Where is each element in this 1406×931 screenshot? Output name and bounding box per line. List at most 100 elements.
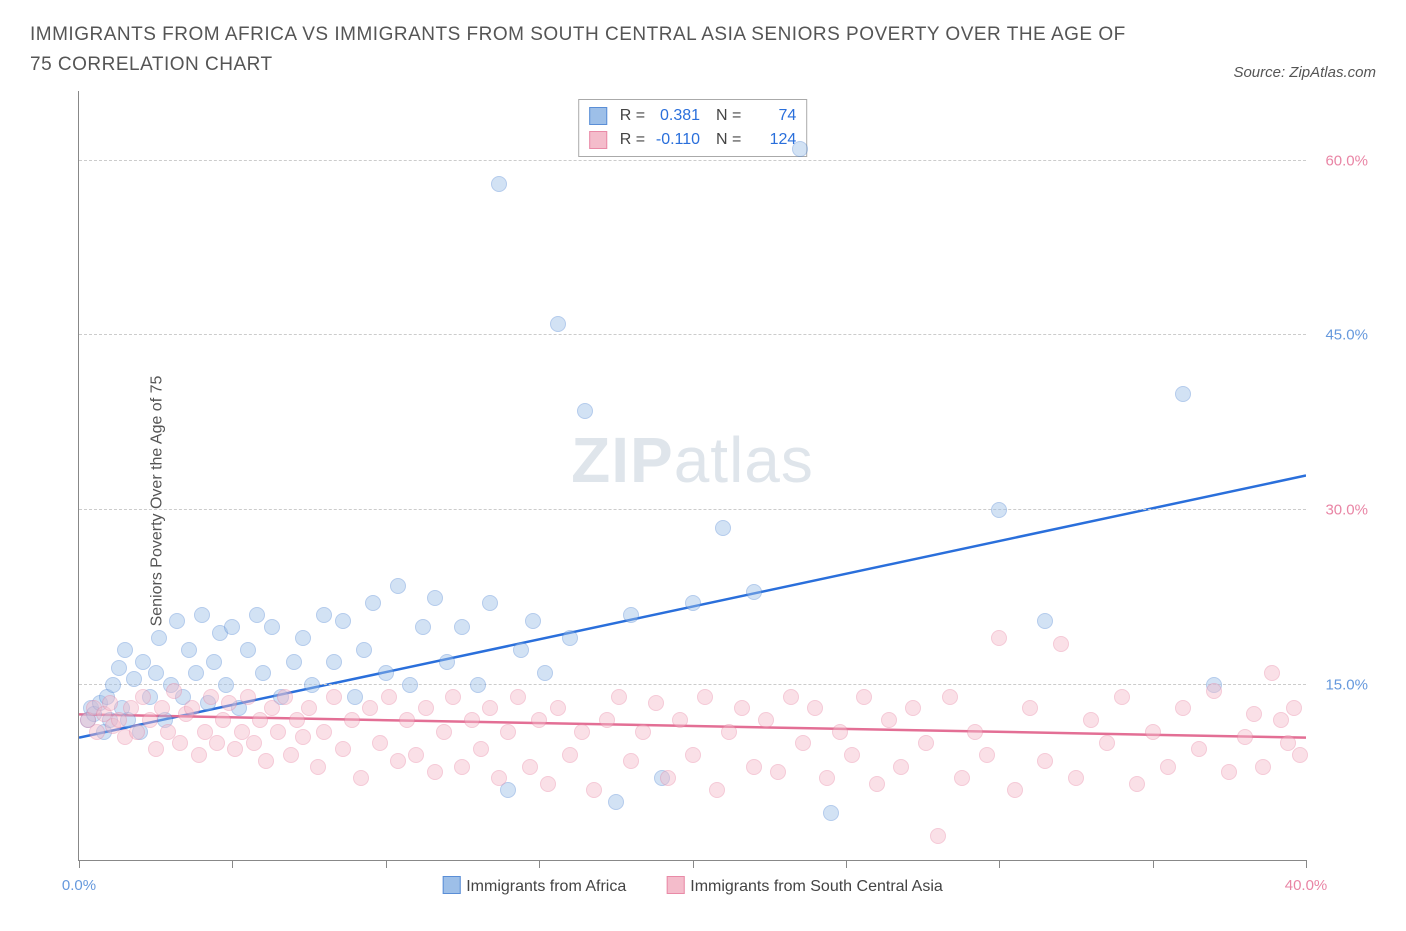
point-asia [844,747,860,763]
x-tick [1153,860,1154,868]
point-africa [491,176,507,192]
point-asia [362,700,378,716]
point-asia [1083,712,1099,728]
point-asia [500,724,516,740]
point-asia [295,729,311,745]
point-asia [1160,759,1176,775]
point-asia [881,712,897,728]
series-legend: Immigrants from Africa Immigrants from S… [442,876,943,896]
x-tick [232,860,233,868]
point-asia [697,689,713,705]
point-africa [304,677,320,693]
point-asia [623,753,639,769]
point-asia [562,747,578,763]
point-asia [1099,735,1115,751]
y-tick-label: 30.0% [1313,502,1368,519]
trendlines-svg [79,91,1306,860]
point-asia [111,712,127,728]
x-tick [386,860,387,868]
point-africa [264,619,280,635]
point-asia [418,700,434,716]
point-africa [390,578,406,594]
point-asia [1237,729,1253,745]
point-asia [574,724,590,740]
point-africa [206,654,222,670]
point-asia [856,689,872,705]
point-africa [1175,386,1191,402]
point-africa [181,642,197,658]
point-asia [540,776,556,792]
point-asia [289,712,305,728]
point-africa [316,607,332,623]
point-asia [390,753,406,769]
legend-row-asia: R = -0.110 N = 124 [589,128,797,152]
point-africa [194,607,210,623]
point-africa [378,665,394,681]
watermark-zip: ZIP [571,424,674,496]
point-asia [954,770,970,786]
point-asia [166,683,182,699]
chart-container: Seniors Poverty Over the Age of 75 ZIPat… [30,91,1376,911]
point-africa [255,665,271,681]
point-africa [823,805,839,821]
point-asia [464,712,480,728]
point-asia [807,700,823,716]
point-asia [246,735,262,751]
point-asia [599,712,615,728]
point-africa [525,613,541,629]
point-africa [415,619,431,635]
point-asia [408,747,424,763]
point-asia [436,724,452,740]
point-asia [930,828,946,844]
point-asia [685,747,701,763]
gridline [79,684,1306,685]
point-africa [746,584,762,600]
point-asia [277,689,293,705]
n-label: N = [707,104,741,128]
point-asia [172,735,188,751]
point-africa [550,316,566,332]
point-asia [635,724,651,740]
gridline [79,160,1306,161]
point-asia [335,741,351,757]
point-asia [1068,770,1084,786]
point-africa [470,677,486,693]
header: IMMIGRANTS FROM AFRICA VS IMMIGRANTS FRO… [30,20,1376,81]
point-asia [209,735,225,751]
gridline [79,509,1306,510]
series-name-asia: Immigrants from South Central Asia [690,878,943,895]
point-asia [1007,782,1023,798]
point-asia [648,695,664,711]
point-asia [142,712,158,728]
r-value-africa: 0.381 [652,104,700,128]
point-africa [249,607,265,623]
point-africa [562,630,578,646]
point-asia [991,630,1007,646]
point-africa [439,654,455,670]
point-asia [942,689,958,705]
x-min-label: 0.0% [62,877,96,894]
point-africa [513,642,529,658]
correlation-legend: R = 0.381 N = 74 R = -0.110 N = 124 [578,99,808,157]
point-asia [550,700,566,716]
point-asia [660,770,676,786]
gridline [79,334,1306,335]
point-africa [188,665,204,681]
point-asia [89,724,105,740]
point-asia [310,759,326,775]
x-tick [1306,860,1307,868]
point-africa [111,660,127,676]
point-asia [709,782,725,798]
point-asia [783,689,799,705]
point-asia [221,695,237,711]
point-asia [353,770,369,786]
legend-item-africa: Immigrants from Africa [442,876,626,896]
point-asia [264,700,280,716]
point-asia [1114,689,1130,705]
point-asia [184,700,200,716]
point-asia [399,712,415,728]
point-asia [1022,700,1038,716]
series-name-africa: Immigrants from Africa [466,878,626,895]
point-africa [715,520,731,536]
legend-row-africa: R = 0.381 N = 74 [589,104,797,128]
